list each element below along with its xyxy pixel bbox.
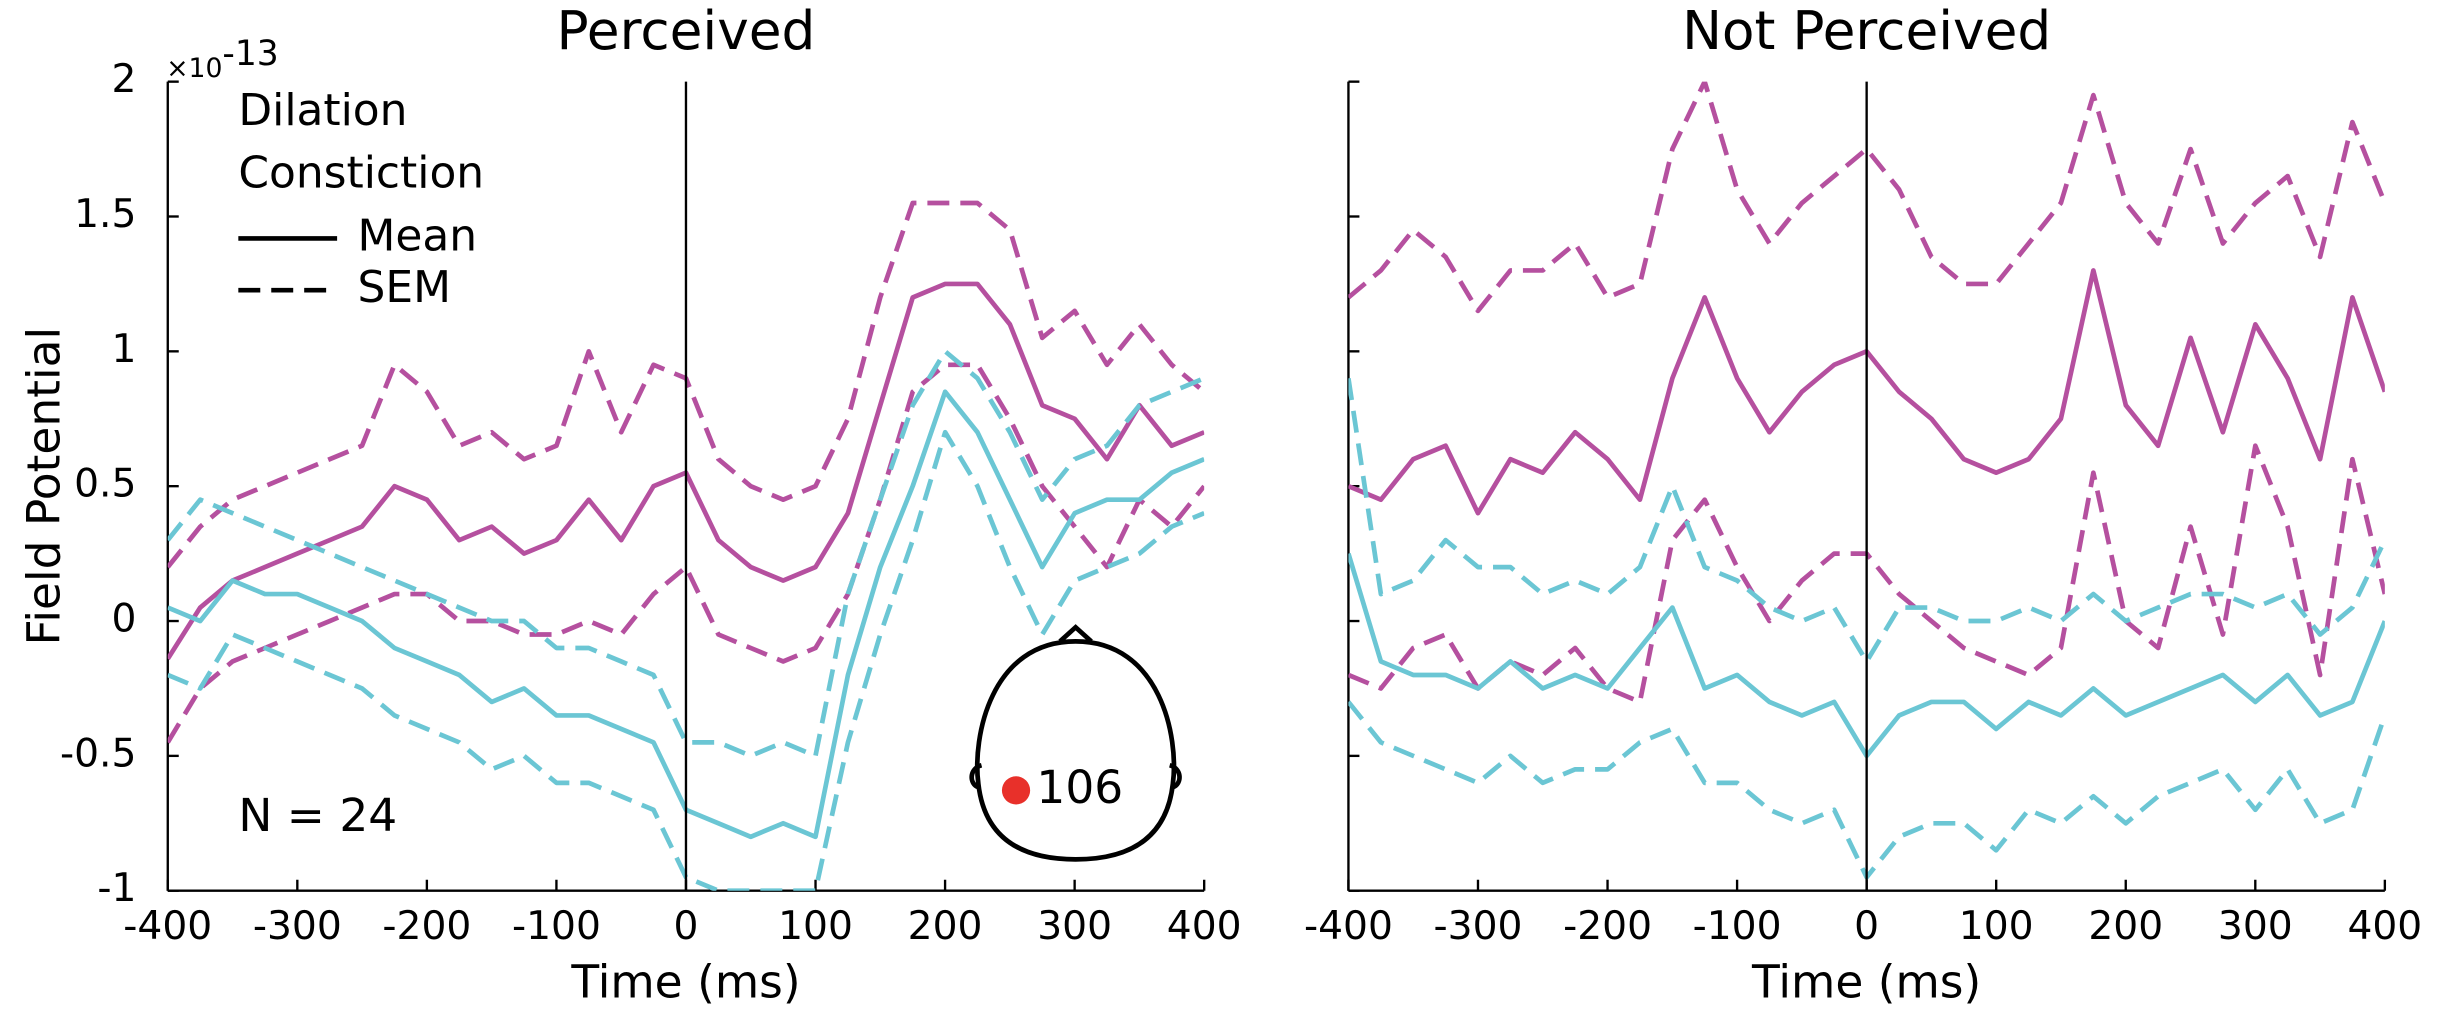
head-outline: [974, 639, 1177, 862]
y-tick-label: 0.5: [74, 462, 136, 507]
series-line: [1348, 377, 2385, 664]
x-tick-label: -200: [382, 904, 471, 949]
y-tick-label: 1.5: [74, 192, 136, 237]
x-tick-label: 400: [1167, 904, 1242, 949]
series-line: [167, 362, 1205, 744]
y-tick-label: 1: [111, 327, 136, 372]
x-tick-label: 200: [2088, 904, 2163, 949]
x-tick-label: -400: [123, 904, 212, 949]
x-tick-label: 0: [1854, 904, 1879, 949]
electrode-label: 106: [1036, 761, 1123, 814]
x-tick-label: -200: [1563, 904, 1652, 949]
y-tick-label: -1: [97, 866, 136, 911]
electrode-dot: [1001, 776, 1031, 805]
x-tick-label: -300: [1434, 904, 1523, 949]
x-tick-label: -100: [1693, 904, 1782, 949]
x-tick-label: 100: [778, 904, 853, 949]
head-ear: [1168, 762, 1182, 790]
chart-title: Perceived: [557, 0, 816, 62]
legend-label: Mean: [357, 210, 477, 261]
annotation: N = 24: [238, 789, 397, 842]
x-axis-label: Time (ms): [570, 955, 800, 1008]
legend-label: SEM: [357, 262, 450, 313]
head-ear: [969, 762, 983, 790]
head-nose: [1058, 624, 1093, 644]
y-multiplier: ×10-13: [166, 33, 279, 83]
y-tick-label: 2: [111, 57, 136, 102]
y-multiplier-exponent: -13: [222, 33, 278, 73]
x-tick-label: 200: [908, 904, 983, 949]
head-inset: [969, 624, 1182, 862]
y-tick-label: -0.5: [60, 731, 136, 776]
legend-label: Constiction: [238, 148, 484, 199]
x-tick-label: -100: [512, 904, 601, 949]
y-tick-label: 0: [111, 597, 136, 642]
x-tick-label: -300: [253, 904, 342, 949]
x-tick-label: 300: [1037, 904, 1112, 949]
y-axis-label: Field Potential: [18, 327, 71, 646]
x-tick-label: 300: [2218, 904, 2293, 949]
series-line: [167, 348, 1205, 759]
x-axis-label: Time (ms): [1751, 955, 1981, 1008]
x-tick-label: -400: [1304, 904, 1393, 949]
x-tick-label: 400: [2347, 904, 2422, 949]
x-tick-label: 100: [1959, 904, 2034, 949]
legend-label: Dilation: [238, 85, 407, 136]
series-line: [1348, 81, 2385, 314]
chart-title: Not Perceived: [1682, 0, 2051, 62]
x-tick-label: 0: [674, 904, 699, 949]
y-multiplier-base: ×10: [166, 53, 222, 84]
